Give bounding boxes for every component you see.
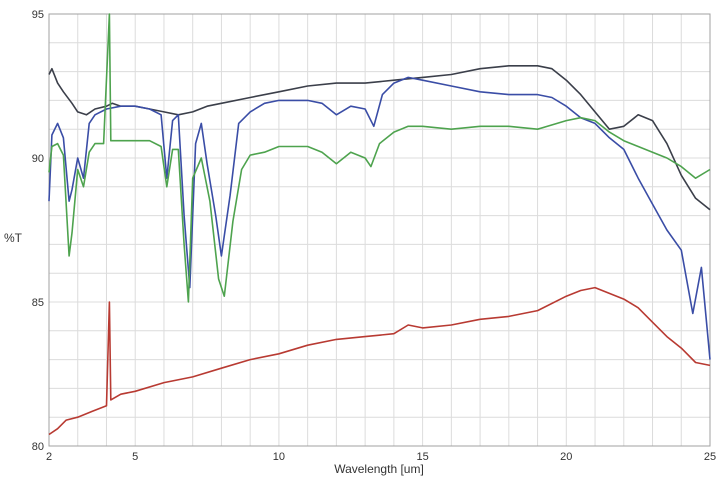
x-tick-label: 2 bbox=[46, 451, 52, 463]
y-tick-label: 90 bbox=[32, 153, 44, 165]
y-tick-label: 85 bbox=[32, 297, 44, 309]
grid bbox=[49, 14, 710, 446]
y-tick-label: 80 bbox=[32, 441, 44, 453]
x-tick-label: 5 bbox=[132, 451, 138, 463]
x-tick-label: 15 bbox=[416, 451, 428, 463]
series-group bbox=[48, 13, 711, 436]
series-line-1 bbox=[48, 65, 711, 211]
plot-frame bbox=[48, 13, 711, 447]
series-line-2 bbox=[48, 76, 711, 360]
series-line-4 bbox=[48, 286, 711, 436]
x-tick-label: 10 bbox=[273, 451, 285, 463]
series-line-3 bbox=[48, 13, 711, 303]
y-axis-title: %T bbox=[4, 231, 23, 245]
x-tick-label: 25 bbox=[704, 451, 716, 463]
x-axis-title: Wavelength [um] bbox=[334, 462, 424, 476]
y-tick-label: 95 bbox=[32, 9, 44, 21]
x-tick-label: 20 bbox=[560, 451, 572, 463]
